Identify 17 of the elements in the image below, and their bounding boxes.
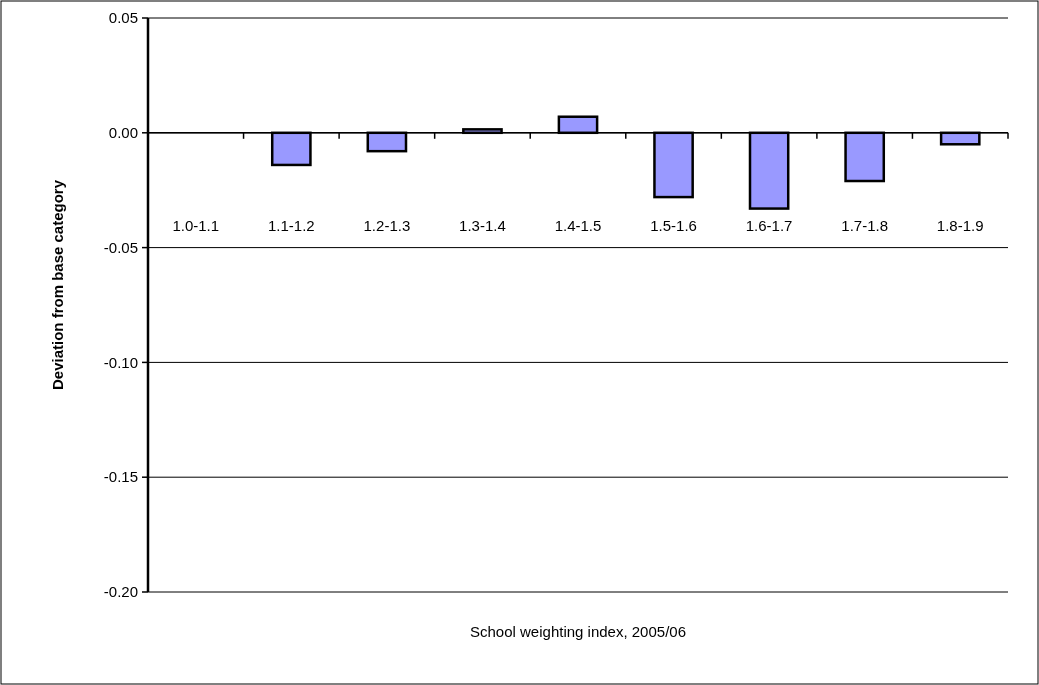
x-tick-label: 1.7-1.8	[841, 216, 889, 234]
x-tick-label: 1.8-1.9	[936, 216, 984, 234]
x-tick-label: 1.1-1.2	[267, 216, 315, 234]
y-axis-title: Deviation from base category	[49, 179, 66, 391]
y-tick-label: -0.20	[103, 583, 138, 601]
y-tick-label: -0.05	[103, 238, 138, 256]
x-tick-label: 1.6-1.7	[745, 216, 793, 234]
y-tick-label: -0.10	[103, 353, 138, 371]
y-tick-label: 0.00	[108, 124, 138, 142]
y-tick-label: -0.15	[103, 468, 138, 486]
x-tick-label: 1.3-1.4	[459, 216, 506, 234]
x-tick-label: 1.2-1.3	[363, 216, 411, 234]
x-axis-title: School weighting index, 2005/06	[470, 623, 686, 640]
x-tick-label: 1.4-1.5	[554, 216, 602, 234]
x-tick-label: 1.0-1.1	[172, 216, 220, 234]
x-tick-label: 1.5-1.6	[650, 216, 697, 234]
y-tick-label: 0.05	[108, 9, 138, 27]
